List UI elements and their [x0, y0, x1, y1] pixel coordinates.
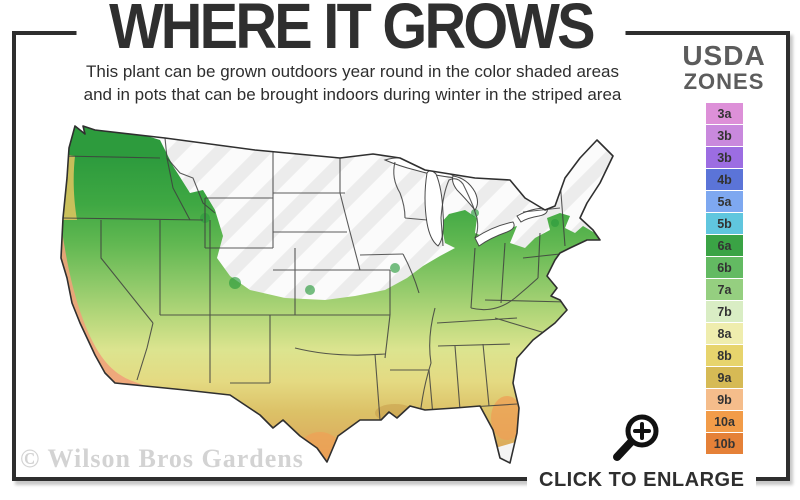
us-map-svg [60, 125, 614, 464]
zone-label: 8b [717, 348, 732, 363]
magnifier-zoom-icon[interactable] [606, 410, 666, 470]
zone-chip-5a: 5a [706, 191, 743, 212]
zone-chip-9a: 9a [706, 367, 743, 388]
zone-chip-8b: 8b [706, 345, 743, 366]
zone-chip-6a: 6a [706, 235, 743, 256]
us-growing-zones-map[interactable] [55, 118, 630, 476]
zone-chip-8a: 8a [706, 323, 743, 344]
zone-label: 10a [714, 414, 735, 429]
zone-label: 7a [717, 282, 732, 297]
zone-chip-7a: 7a [706, 279, 743, 300]
zone-label: 3a [717, 106, 732, 121]
figure-subtitle: This plant can be grown outdoors year ro… [55, 61, 650, 107]
zone-label: 3b [717, 150, 732, 165]
legend-title-usda: USDA [682, 40, 766, 71]
zone-label: 6b [717, 260, 732, 275]
zone-chip-3b: 3b [706, 125, 743, 146]
page-title: WHERE IT GROWS [76, 0, 626, 58]
south-texas-orange-zone [300, 432, 340, 463]
state-borders [61, 137, 568, 421]
subtitle-line1: This plant can be grown outdoors year ro… [86, 62, 619, 81]
zone-chip-3a: 3a [706, 103, 743, 124]
zone-chip-3b-2: 3b [706, 147, 743, 168]
zone-label: 7b [717, 304, 732, 319]
zone-chip-10a: 10a [706, 411, 743, 432]
zone-label: 5a [717, 194, 732, 209]
legend-title-zones: ZONES [683, 69, 765, 94]
zone-label: 6a [717, 238, 732, 253]
zone-label: 3b [717, 128, 732, 143]
subtitle-line2: and in pots that can be brought indoors … [83, 84, 622, 104]
california-coast-band [61, 223, 143, 387]
florida-orange-zone [491, 396, 523, 440]
zone-chip-9b: 9b [706, 389, 743, 410]
zone-chip-10b: 10b [706, 433, 743, 454]
zone-chip-5b: 5b [706, 213, 743, 234]
zone-chip-7b: 7b [706, 301, 743, 322]
watermark: © Wilson Bros Gardens [20, 444, 304, 473]
zone-label: 9b [717, 392, 732, 407]
zone-chip-4b: 4b [706, 169, 743, 190]
click-to-enlarge-button[interactable]: CLICK TO ENLARGE [527, 467, 757, 493]
zone-label: 4b [717, 172, 732, 187]
zone-chip-6b: 6b [706, 257, 743, 278]
zone-label: 10b [713, 436, 736, 451]
zone-label: 5b [717, 216, 732, 231]
zone-label: 8a [717, 326, 732, 341]
zone-label: 9a [717, 370, 732, 385]
us-outline [60, 125, 614, 464]
usda-zones-legend: 3a 3b 3b 4b 5a 5b 6a 6b 7a 7b 8a 8b 9a 9… [706, 103, 743, 455]
